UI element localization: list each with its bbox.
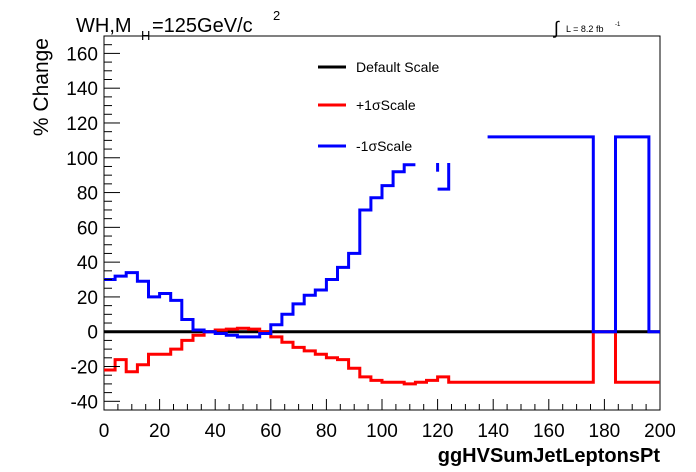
- legend: Default Scale +1σScale -1σScale: [318, 59, 439, 154]
- x-tick-label: 40: [205, 421, 226, 442]
- series-2-segment-1: [437, 163, 451, 191]
- y-tick-label: -20: [71, 358, 98, 379]
- y-tick-label: 120: [66, 114, 98, 135]
- series-2-segment-2: [487, 135, 660, 334]
- x-tick-label: 60: [260, 421, 281, 442]
- lumi-integral: ∫: [552, 18, 560, 38]
- series-1-line: [104, 326, 660, 386]
- title-rest: =125GeV/c: [152, 15, 253, 37]
- x-tick-label: 140: [477, 421, 509, 442]
- y-tick-label: 60: [77, 218, 98, 239]
- legend-label-2: -1σScale: [356, 138, 412, 154]
- legend-label-0: Default Scale: [356, 59, 439, 75]
- x-axis: 0 20 40 60 80 100 120 140 160 180 200: [99, 399, 676, 442]
- y-tick-label: 20: [77, 288, 98, 309]
- series-2-line: [104, 163, 416, 339]
- series-layer: [104, 135, 660, 386]
- y-axis: -40 -20 0 20 40 60 80 100 120 140 160: [66, 35, 120, 413]
- y-tick-label: 100: [66, 149, 98, 170]
- y-tick-label: 40: [77, 253, 98, 274]
- y-axis-label: % Change: [30, 38, 53, 136]
- plot-frame: [103, 35, 661, 411]
- lumi-sup: -1: [615, 22, 621, 28]
- y-tick-label: 80: [77, 184, 98, 205]
- x-tick-label: 160: [533, 421, 565, 442]
- title-sup: 2: [273, 8, 280, 23]
- x-tick-label: 180: [589, 421, 621, 442]
- x-tick-label: 0: [99, 421, 110, 442]
- lumi-text: L = 8.2 fb: [566, 24, 603, 34]
- x-tick-label: 120: [422, 421, 454, 442]
- x-axis-label: ggHVSumJetLeptonsPt: [438, 445, 661, 467]
- y-tick-label: 160: [66, 44, 98, 65]
- x-tick-label: 100: [366, 421, 398, 442]
- title: WH,M H =125GeV/c 2: [76, 8, 280, 43]
- x-tick-label: 200: [644, 421, 676, 442]
- legend-label-1: +1σScale: [356, 97, 416, 113]
- lumi-label: ∫ L = 8.2 fb -1: [552, 18, 621, 38]
- x-tick-label: 20: [149, 421, 170, 442]
- y-tick-label: -40: [71, 392, 98, 413]
- x-tick-label: 80: [316, 421, 337, 442]
- y-tick-label: 0: [87, 323, 98, 344]
- y-tick-label: 140: [66, 79, 98, 100]
- title-main: WH,M: [76, 15, 132, 37]
